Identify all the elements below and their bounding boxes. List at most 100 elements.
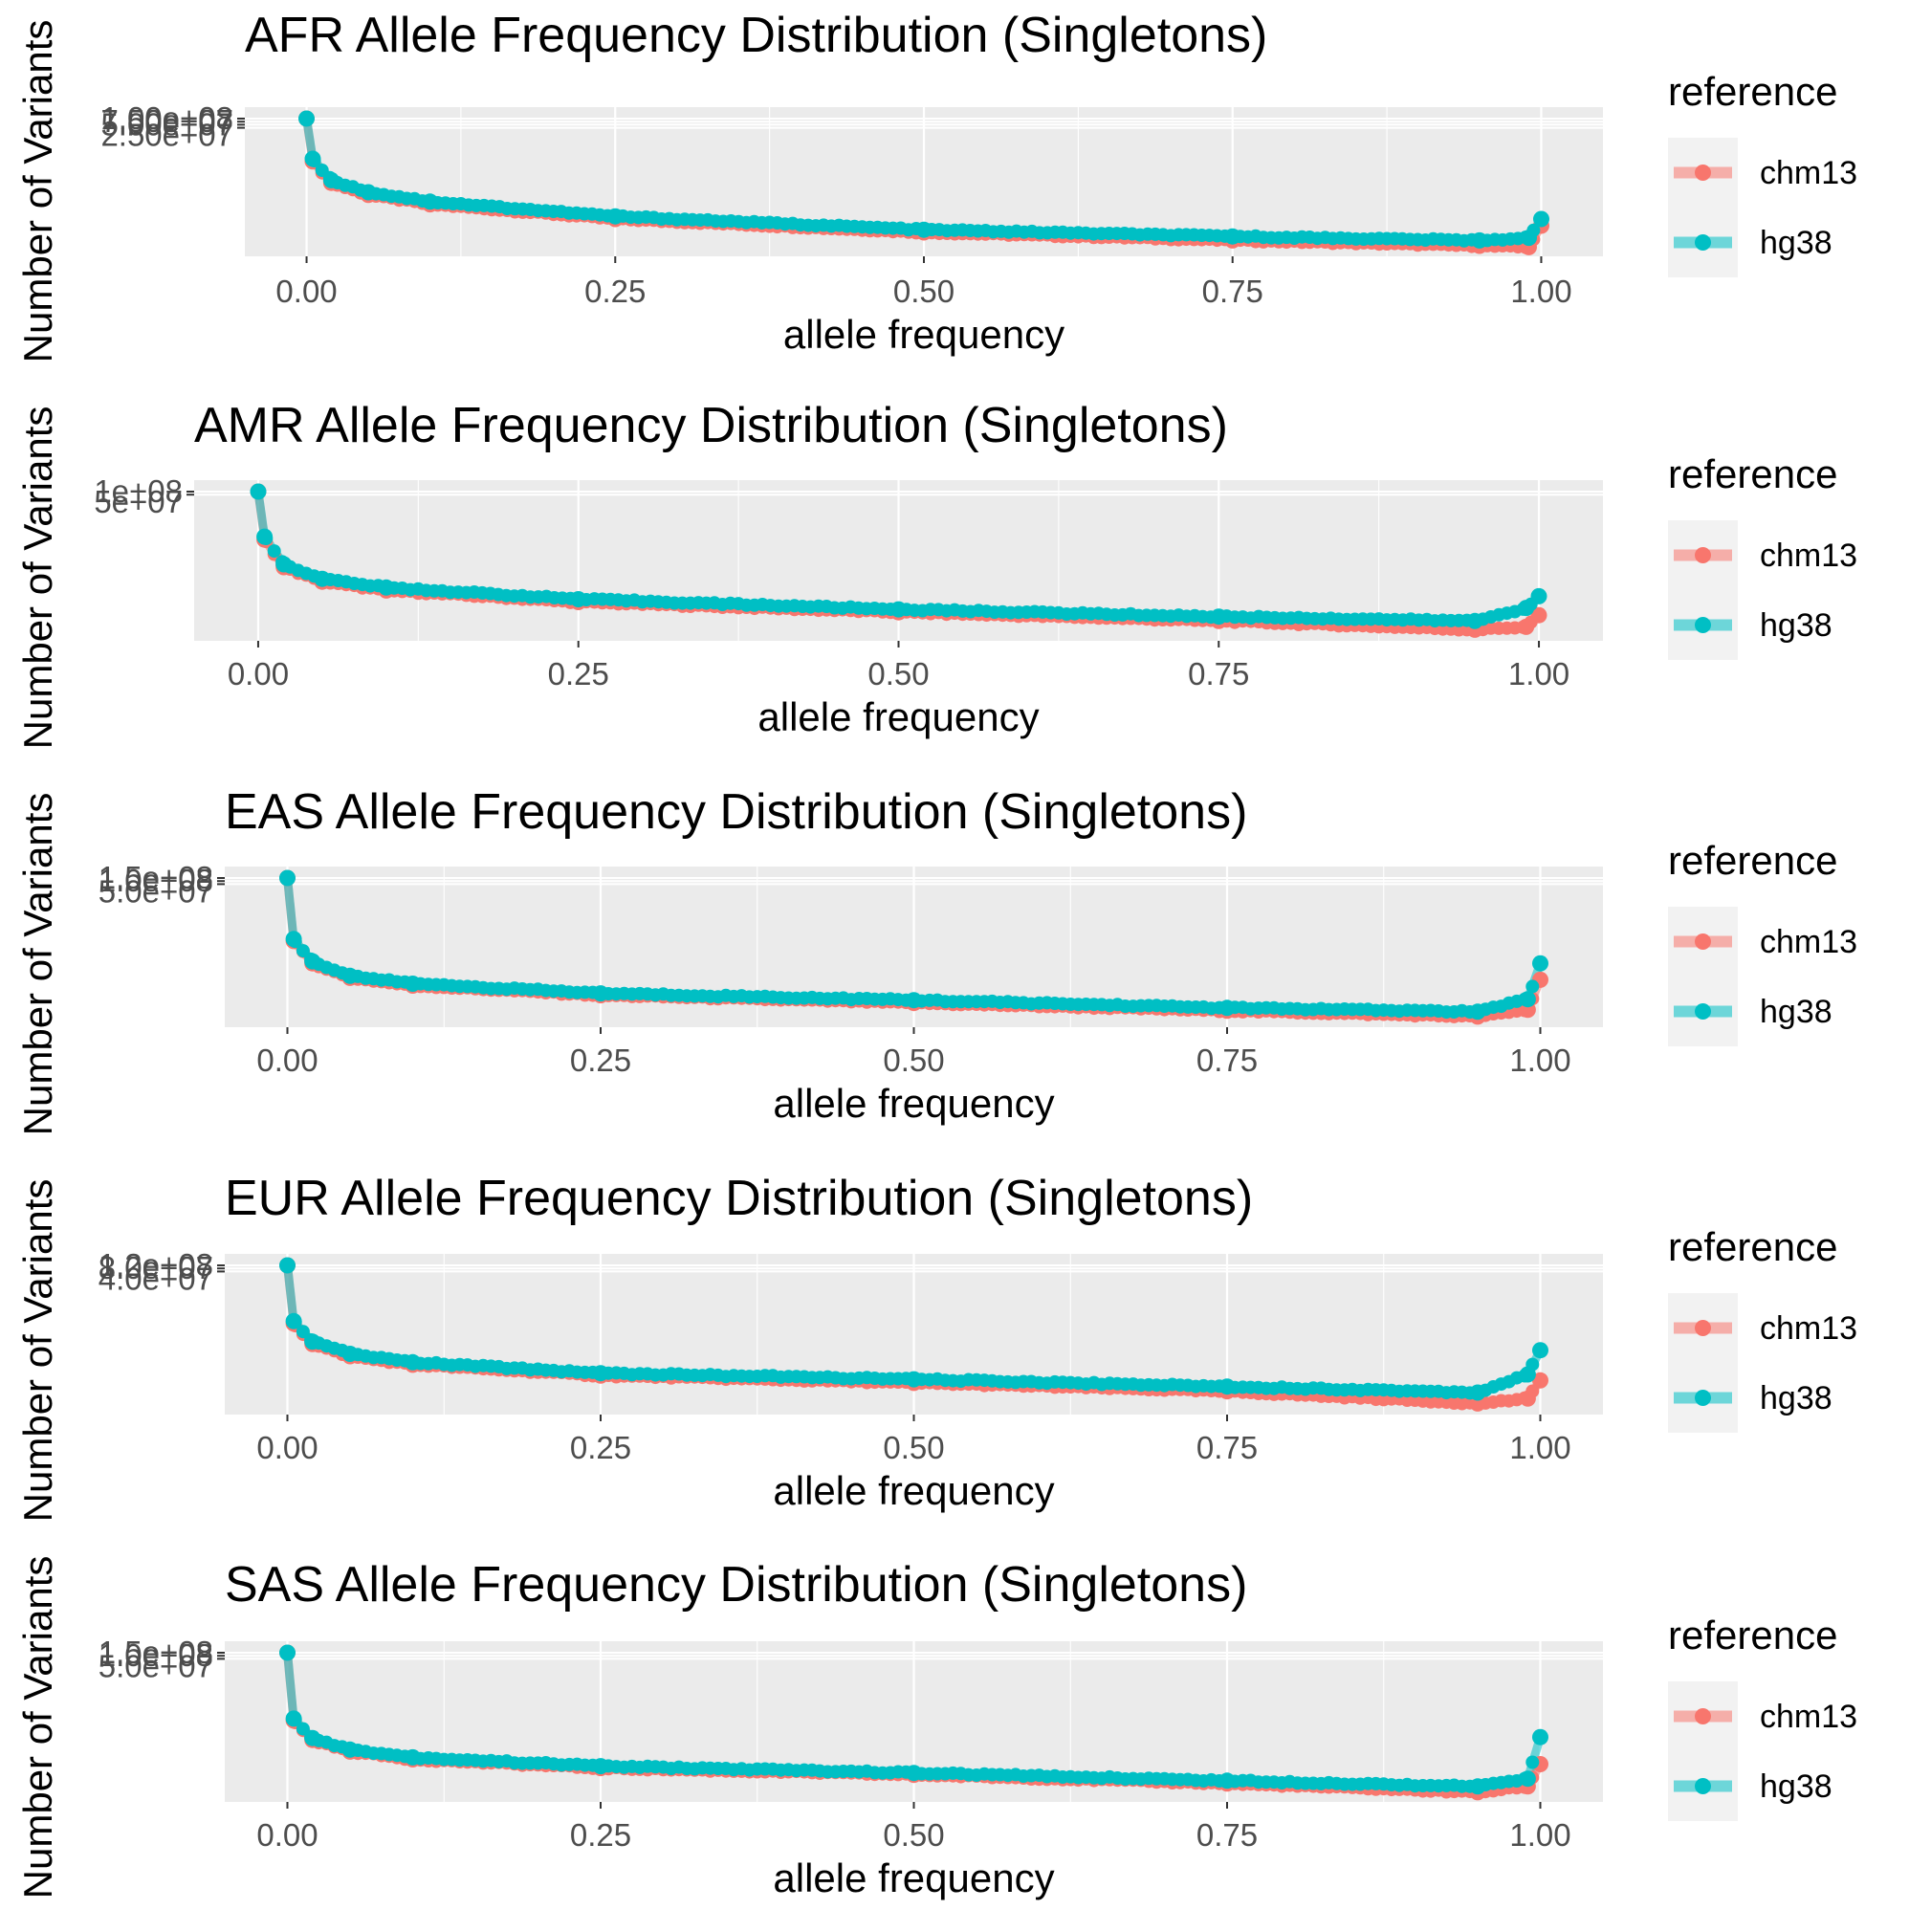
x-tick-label: 0.25 xyxy=(570,1430,631,1465)
y-ticks: 1.2e+088.0e+074.0e+07 xyxy=(99,1247,225,1296)
data-point-hg38 xyxy=(285,1710,302,1727)
data-point-hg38 xyxy=(279,869,296,887)
data-point-hg38 xyxy=(378,579,395,596)
data-point-hg38 xyxy=(267,544,281,559)
x-tick-label: 0.50 xyxy=(883,1817,944,1853)
legend-label-hg38: hg38 xyxy=(1760,607,1832,644)
data-point-hg38 xyxy=(296,1325,310,1339)
y-axis-label: Number of Variants xyxy=(15,1556,60,1899)
chart-title: AMR Allele Frequency Distribution (Singl… xyxy=(194,398,1228,453)
data-point-hg38 xyxy=(1532,955,1548,972)
legend-key-point xyxy=(1695,933,1711,950)
panel-eas: EAS Allele Frequency Distribution (Singl… xyxy=(0,773,1909,1159)
data-point-hg38 xyxy=(250,483,267,500)
legend: reference chm13 hg38 xyxy=(1668,838,1857,1046)
data-point-hg38 xyxy=(256,528,274,545)
x-tick-label: 0.00 xyxy=(256,1043,318,1078)
x-tick-label: 0.50 xyxy=(883,1043,944,1078)
data-point-hg38 xyxy=(405,1353,421,1371)
data-point-hg38 xyxy=(592,1758,609,1775)
y-axis-label: Number of Variants xyxy=(15,1179,60,1523)
x-tick-label: 0.25 xyxy=(570,1817,631,1853)
panel-amr: AMR Allele Frequency Distribution (Singl… xyxy=(0,386,1909,773)
x-tick-label: 0.75 xyxy=(1202,274,1263,309)
data-point-hg38 xyxy=(1218,999,1236,1017)
data-point-hg38 xyxy=(1218,1772,1236,1789)
x-tick-label: 0.00 xyxy=(275,274,337,309)
x-tick-label: 0.75 xyxy=(1196,1043,1258,1078)
legend-key-point xyxy=(1695,617,1711,633)
data-point-hg38 xyxy=(296,1722,310,1736)
x-axis-label: allele frequency xyxy=(783,312,1064,357)
legend-title: reference xyxy=(1668,838,1837,883)
y-tick-label: 1.5e+08 xyxy=(99,1635,213,1670)
data-point-hg38 xyxy=(360,184,377,201)
x-tick-label: 0.75 xyxy=(1188,656,1249,692)
y-tick-label: 1e+08 xyxy=(94,473,183,509)
chart-title: EUR Allele Frequency Distribution (Singl… xyxy=(225,1171,1253,1226)
data-point-hg38 xyxy=(1466,612,1483,629)
y-tick-label: 1.5e+08 xyxy=(99,860,213,895)
legend-key-point xyxy=(1695,234,1711,251)
data-point-hg38 xyxy=(906,1371,922,1388)
data-point-hg38 xyxy=(1469,1778,1486,1795)
y-tick-label: 5.0e+07 xyxy=(99,873,213,909)
panel-afr: AFR Allele Frequency Distribution (Singl… xyxy=(0,0,1909,386)
x-tick-label: 1.00 xyxy=(1509,1817,1570,1853)
data-point-hg38 xyxy=(1521,230,1537,247)
legend-key-point xyxy=(1695,1003,1711,1020)
x-tick-label: 0.00 xyxy=(256,1430,318,1465)
panel-eur: EUR Allele Frequency Distribution (Singl… xyxy=(0,1159,1909,1546)
y-axis-label: Number of Variants xyxy=(15,20,60,363)
data-point-hg38 xyxy=(304,953,321,970)
data-point-hg38 xyxy=(1210,608,1227,626)
chart-title: AFR Allele Frequency Distribution (Singl… xyxy=(245,8,1267,63)
data-point-hg38 xyxy=(296,944,310,958)
x-tick-label: 1.00 xyxy=(1510,274,1571,309)
series-points xyxy=(279,869,1548,1025)
x-axis-label: allele frequency xyxy=(773,1468,1054,1513)
chart-svg: SAS Allele Frequency Distribution (Singl… xyxy=(15,1556,1857,1900)
legend-label-hg38: hg38 xyxy=(1760,1380,1832,1416)
data-point-hg38 xyxy=(1519,1366,1536,1383)
y-tick-label: 1.2e+08 xyxy=(99,1247,213,1283)
data-point-hg38 xyxy=(592,985,609,1002)
x-axis-label: allele frequency xyxy=(757,694,1039,739)
data-point-hg38 xyxy=(1469,1384,1486,1401)
data-point-hg38 xyxy=(285,931,302,948)
legend-label-chm13: chm13 xyxy=(1760,538,1857,574)
chart-svg: AMR Allele Frequency Distribution (Singl… xyxy=(15,398,1857,749)
x-axis-label: allele frequency xyxy=(773,1081,1054,1126)
data-point-hg38 xyxy=(606,208,624,225)
data-point-hg38 xyxy=(1532,1728,1548,1745)
data-point-hg38 xyxy=(1224,228,1241,245)
series-points xyxy=(279,1257,1548,1412)
x-tick-label: 0.50 xyxy=(867,656,929,692)
chart-svg: EUR Allele Frequency Distribution (Singl… xyxy=(15,1171,1857,1523)
data-point-hg38 xyxy=(341,1741,359,1758)
gridlines xyxy=(225,867,1603,1027)
legend-label-chm13: chm13 xyxy=(1760,1310,1857,1347)
data-point-chm13 xyxy=(1519,1390,1536,1407)
legend-key-point xyxy=(1695,165,1711,181)
x-axis-label: allele frequency xyxy=(773,1855,1054,1900)
y-tick-label: 8.0e+07 xyxy=(99,1250,213,1285)
data-point-hg38 xyxy=(890,601,907,618)
legend-key-point xyxy=(1695,547,1711,563)
legend-title: reference xyxy=(1668,1224,1837,1269)
legend-label-hg38: hg38 xyxy=(1760,1768,1832,1805)
data-point-hg38 xyxy=(1518,600,1535,617)
data-point-hg38 xyxy=(405,976,421,992)
data-point-hg38 xyxy=(405,1748,421,1766)
legend-label-hg38: hg38 xyxy=(1760,225,1832,261)
legend-key-point xyxy=(1695,1390,1711,1406)
data-point-hg38 xyxy=(298,110,315,127)
x-tick-label: 1.00 xyxy=(1509,1430,1570,1465)
y-tick-label: 7.50e+07 xyxy=(100,103,233,139)
data-point-hg38 xyxy=(275,556,293,573)
data-point-hg38 xyxy=(322,171,340,188)
series-points xyxy=(298,110,1549,255)
y-ticks: 1.5e+081.0e+085.0e+07 xyxy=(99,1635,225,1683)
legend-title: reference xyxy=(1668,1613,1837,1658)
